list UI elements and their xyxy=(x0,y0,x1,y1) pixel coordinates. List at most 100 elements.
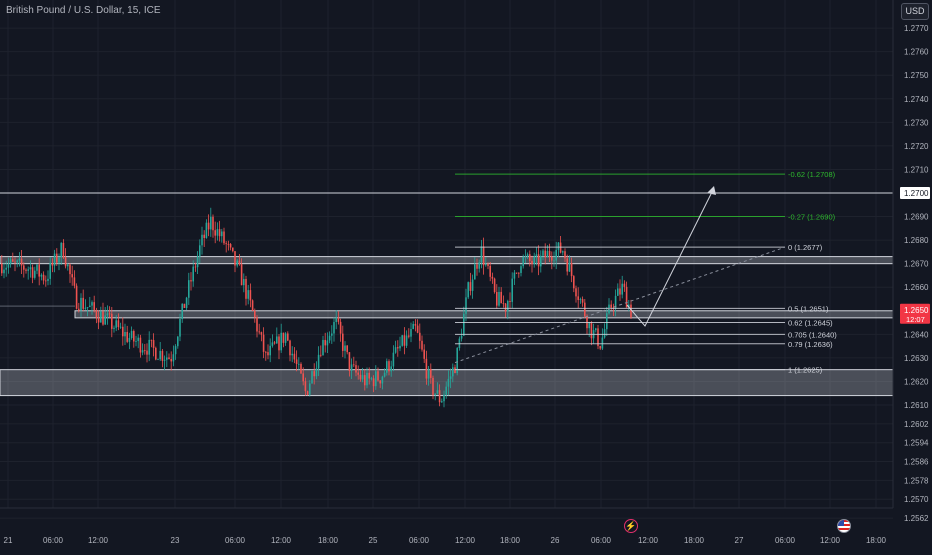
candle-body xyxy=(216,229,219,236)
candle-body xyxy=(537,254,540,267)
candle-body xyxy=(273,342,276,344)
candle-body xyxy=(276,336,278,344)
candle-body xyxy=(511,278,513,302)
candle-body xyxy=(533,256,535,265)
candle-body xyxy=(322,339,324,356)
time-tick: 18:00 xyxy=(866,536,887,545)
candle-body xyxy=(311,371,313,384)
candle-body xyxy=(106,313,109,316)
candle-body xyxy=(454,367,456,374)
price-tick: 1.2730 xyxy=(904,118,929,127)
fib-label: -0.27 (1.2690) xyxy=(788,213,836,222)
candle-body xyxy=(1,263,3,274)
candle-body xyxy=(355,365,357,373)
candle-body xyxy=(628,304,630,308)
candle-body xyxy=(245,278,247,299)
candle-body xyxy=(40,274,43,277)
candle-body xyxy=(463,313,465,336)
candle-body xyxy=(207,222,210,230)
resistance-zone xyxy=(0,256,894,265)
countdown-label: 12:07 xyxy=(906,315,925,324)
candle-body xyxy=(368,372,370,379)
candle-body xyxy=(478,262,480,269)
candle-body xyxy=(348,352,351,372)
candle-body xyxy=(522,256,524,267)
candle-body xyxy=(379,380,381,384)
currency-button[interactable]: USD xyxy=(901,3,929,20)
candle-body xyxy=(265,351,267,353)
candle-body xyxy=(7,264,10,268)
candle-body xyxy=(243,278,245,286)
candle-body xyxy=(438,390,441,403)
candle-body xyxy=(42,274,45,281)
candle-body xyxy=(172,354,175,362)
candle-body xyxy=(564,251,566,259)
candle-body xyxy=(430,368,432,378)
current-price-label: 1.2650 xyxy=(904,306,929,315)
candle-body xyxy=(196,256,199,268)
candle-body xyxy=(381,376,384,384)
candle-body xyxy=(432,377,434,395)
time-tick: 06:00 xyxy=(591,536,612,545)
us-flag-icon[interactable] xyxy=(837,519,851,533)
candle-body xyxy=(507,300,509,312)
candle-body xyxy=(397,347,399,349)
time-tick: 06:00 xyxy=(409,536,430,545)
candle-body xyxy=(100,311,102,323)
candle-body xyxy=(302,373,304,382)
lightning-icon[interactable]: ⚡ xyxy=(624,519,638,533)
candle-body xyxy=(177,336,179,347)
candle-body xyxy=(69,264,71,275)
candle-body xyxy=(324,339,326,346)
candle-body xyxy=(62,242,65,258)
candle-body xyxy=(284,333,287,343)
candle-body xyxy=(71,274,73,278)
candle-body xyxy=(262,334,265,352)
candle-body xyxy=(115,320,117,328)
time-tick: 21 xyxy=(4,536,13,545)
candle-body xyxy=(353,364,355,366)
candle-body xyxy=(14,261,16,263)
fib-levels-layer: -0.62 (1.2708) -0.27 (1.2690) 0 (1.2677) 0.… xyxy=(455,170,837,375)
candle-body xyxy=(315,368,318,377)
candle-body xyxy=(403,335,406,346)
time-tick: 12:00 xyxy=(271,536,292,545)
candle-body xyxy=(36,264,38,271)
candle-body xyxy=(122,326,124,337)
candle-body xyxy=(425,358,428,379)
candle-body xyxy=(399,345,401,349)
candle-body xyxy=(489,265,491,277)
candle-body xyxy=(218,229,221,237)
candle-body xyxy=(441,401,443,403)
candle-body xyxy=(188,280,190,298)
candle-body xyxy=(581,299,584,303)
price-tick: 1.2720 xyxy=(904,142,929,151)
candle-body xyxy=(298,363,300,365)
candle-body xyxy=(174,346,177,355)
time-tick: 18:00 xyxy=(500,536,521,545)
candle-body xyxy=(3,269,5,274)
candle-body xyxy=(38,264,40,277)
candle-body xyxy=(577,296,579,300)
candle-body xyxy=(535,254,538,257)
candle-body xyxy=(375,371,377,387)
candle-body xyxy=(95,309,98,318)
drawings-layer xyxy=(0,186,893,364)
candle-body xyxy=(388,361,390,372)
dashed-trendline xyxy=(454,246,786,364)
symbol-title[interactable]: British Pound / U.S. Dollar, 15, ICE xyxy=(6,5,161,16)
candle-body xyxy=(67,264,69,267)
candle-body xyxy=(498,291,500,306)
candle-body xyxy=(183,303,186,308)
price-axis[interactable]: 1.2770 1.2760 1.2750 1.2740 1.2730 1.2720 1.27… xyxy=(892,0,932,550)
candle-body xyxy=(210,216,212,230)
candle-body xyxy=(531,260,533,265)
time-axis[interactable]: 21 06:00 12:00 23 06:00 12:00 18:00 25 06:00 12:0… xyxy=(0,507,893,545)
candle-body xyxy=(361,375,364,380)
candle-body xyxy=(73,277,76,286)
fib-label: -0.62 (1.2708) xyxy=(788,170,836,179)
candle-body xyxy=(491,276,494,279)
candle-body xyxy=(548,250,551,257)
